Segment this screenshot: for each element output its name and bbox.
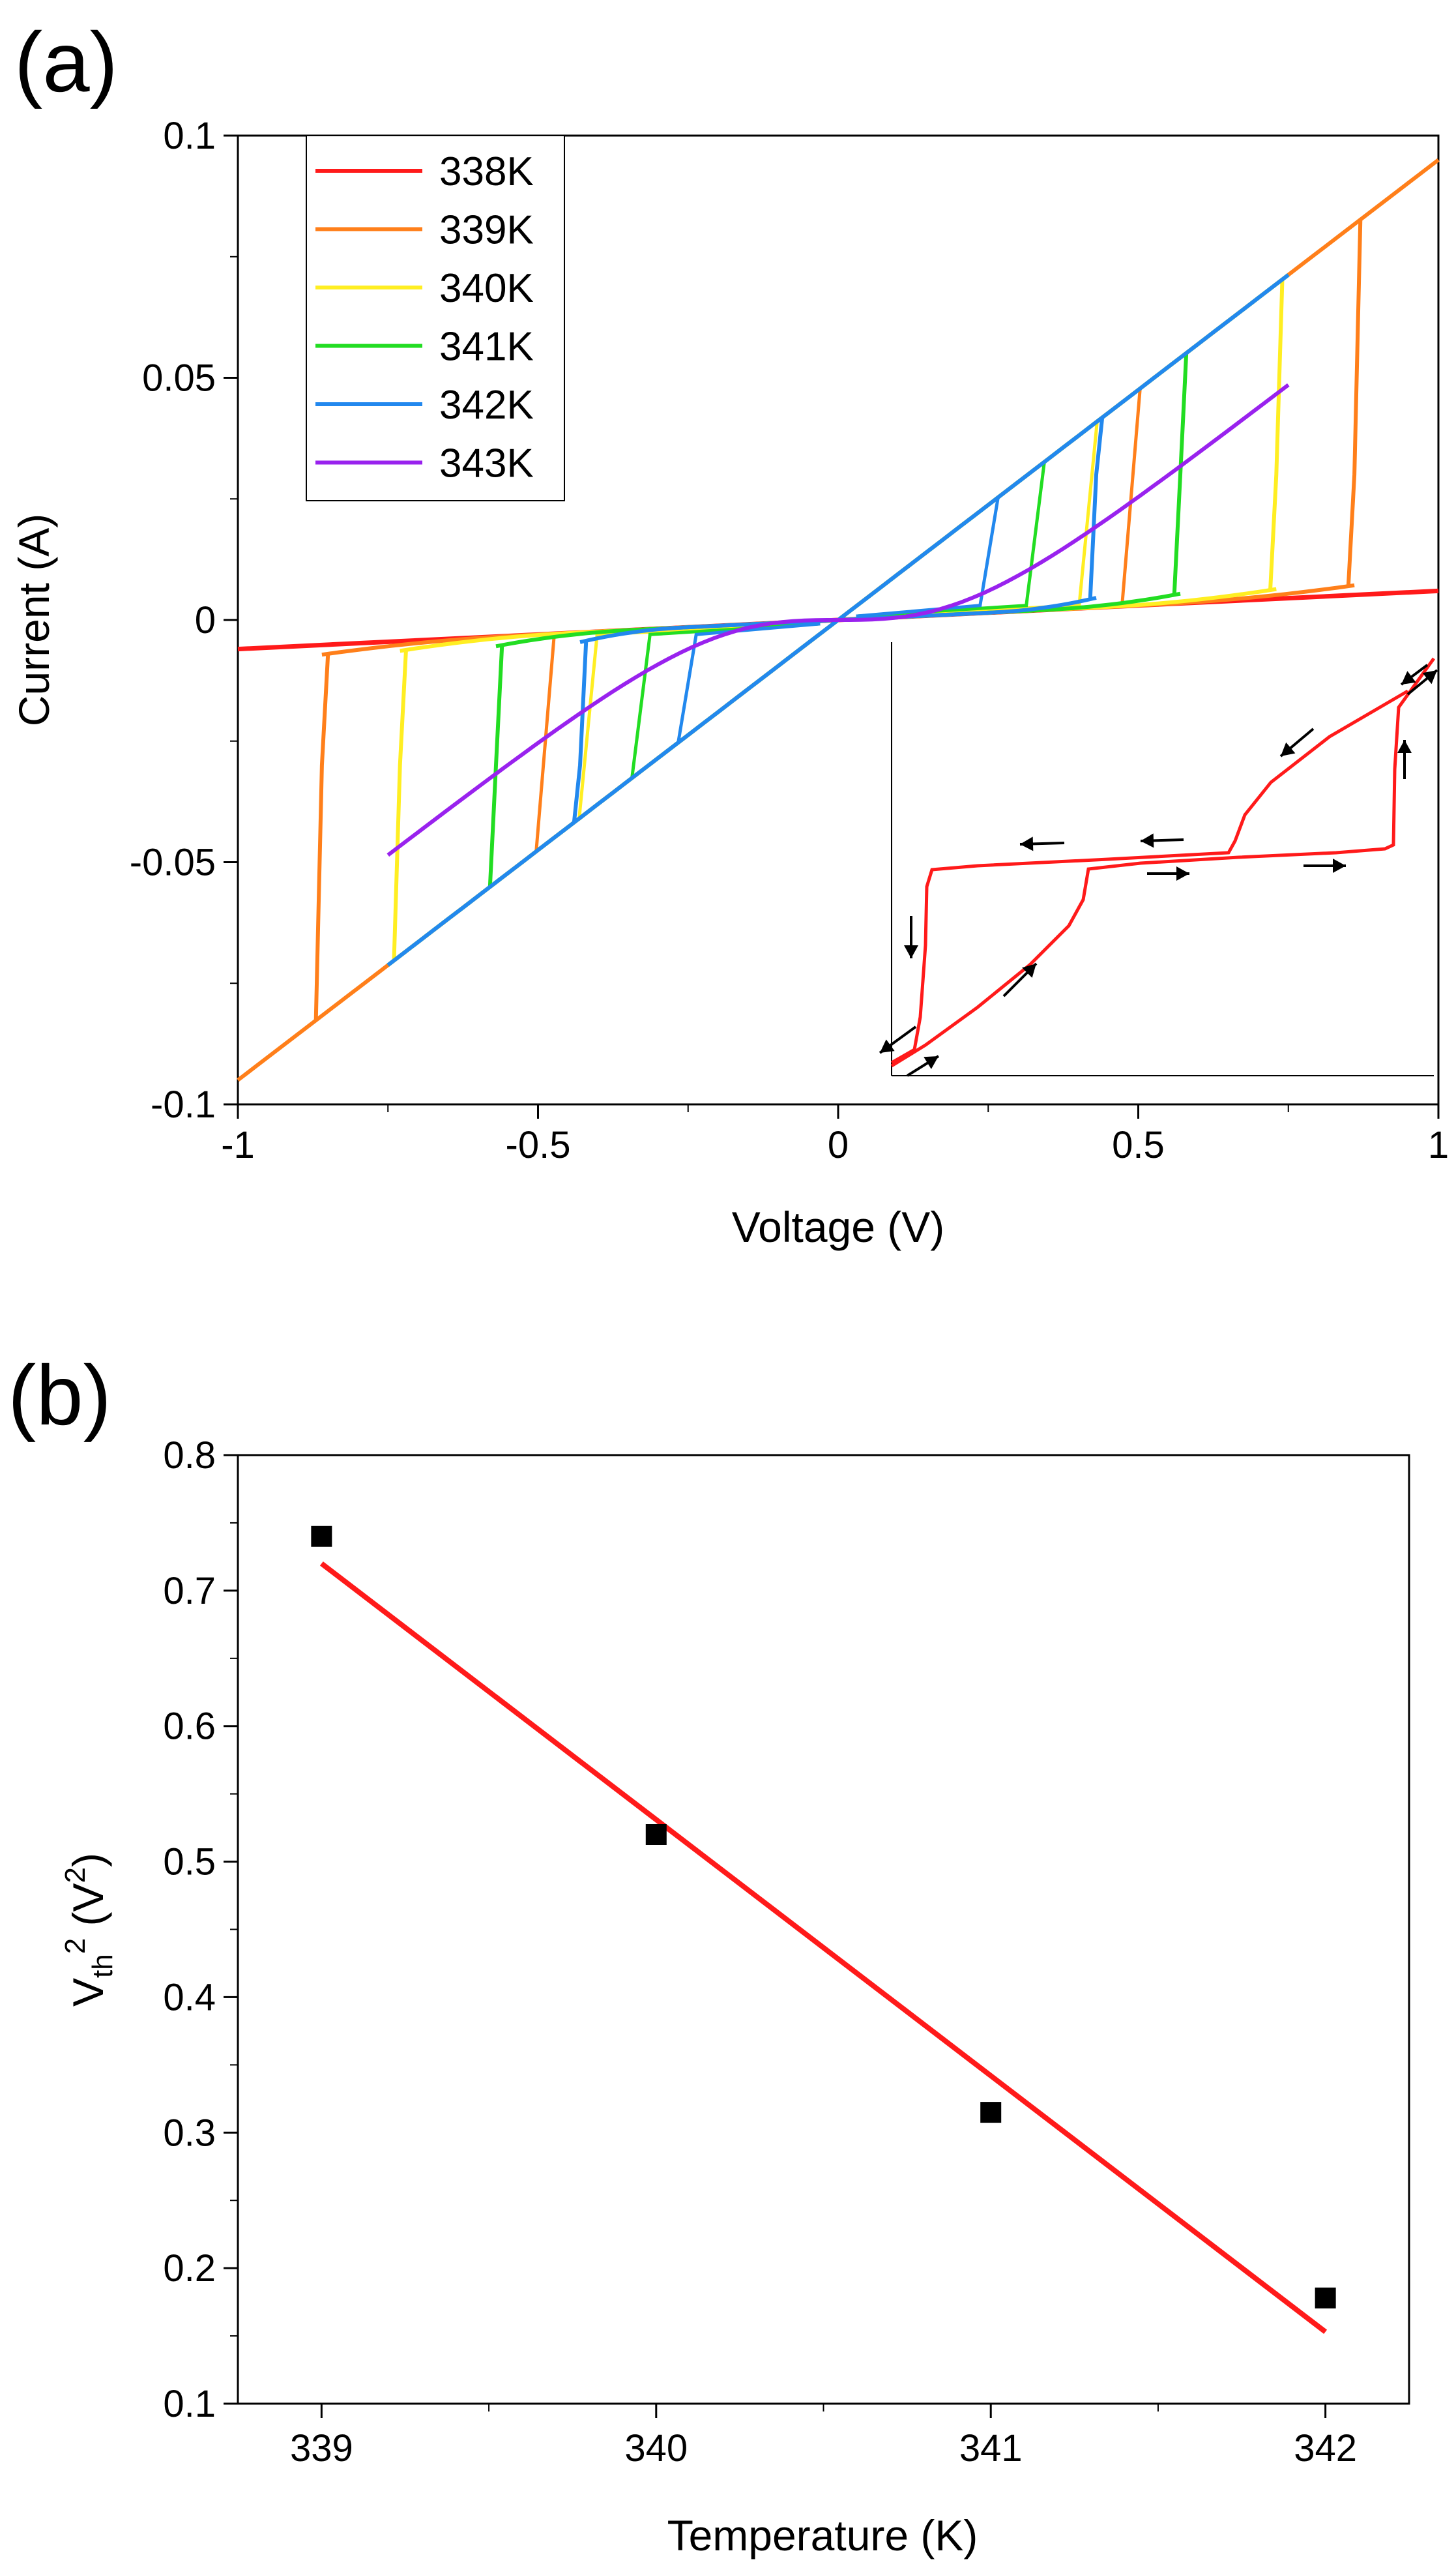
return-neg-342K [677,622,821,743]
inset-arrow-head [1022,964,1036,978]
inset-arrow-head [1333,859,1346,873]
panel-a: (a) -1 -0.5 0 0.5 1 -0.1 -0.05 0 0.05 0.1 338K 339… [10,14,1449,1251]
data-point [1315,2287,1336,2308]
data-point [980,2102,1002,2123]
inset-arrow-head [924,1056,939,1069]
inset [879,642,1438,1077]
fit-line [319,1561,1328,2335]
x-tick-label-a: 0.5 [1112,1124,1165,1166]
switch-down-340K [392,651,408,961]
series-343K [386,383,1290,857]
inset-arrow-head [1020,836,1034,851]
y-tick-label-b: 0.4 [163,1976,216,2018]
x-tick-label-b: 341 [959,2427,1023,2470]
curve-343K [386,383,1290,857]
x-tick-label-b: 339 [290,2427,353,2470]
inset-arrow-head [904,945,918,958]
y-tick-label-b: 0.6 [163,1705,216,1748]
inset-arrow-head [1141,833,1154,848]
legend-label: 342K [439,383,534,428]
y-tick-label-b: 0.8 [163,1434,216,1477]
legend-label: 341K [439,325,534,370]
switch-up-342K [1088,417,1105,598]
switch-down-341K [488,646,504,887]
inset-arrow-head [1397,740,1412,753]
panel-a-label: (a) [14,14,118,110]
plot-b-ticks: 339 340 341 342 0.1 0.2 0.3 0.4 0.5 0.6 0.7 0.8 [163,1434,1357,2470]
y-label-v: V [64,1978,112,2007]
legend-box [306,135,565,501]
y-label-unit-sup: 2 [59,1867,91,1883]
y-tick-label-a: 0.05 [142,357,216,400]
inset-arrow-head [1281,742,1296,756]
switch-up-341K [1172,353,1189,594]
legend-label: 339K [439,208,534,253]
y-tick-label-a: 0 [195,599,216,642]
y-tick-label-a: 0.1 [163,115,216,157]
switch-up-339K [1346,219,1363,585]
plot-a-ticks: -1 -0.5 0 0.5 1 -0.1 -0.05 0 0.05 0.1 [130,115,1449,1166]
legend-label: 338K [439,149,534,194]
legend: 338K 339K 340K 341K 342K 343K [306,135,565,501]
y-label-sub: th [87,1954,119,1978]
inset-arrow-head [1176,866,1189,881]
y-axis-label-a: Current (A) [10,514,58,726]
y-tick-label-a: -0.1 [151,1084,216,1126]
y-axis-label-b: Vth2 (V2) [59,1853,119,2007]
x-tick-label-b: 342 [1294,2427,1357,2470]
switch-down-342K [572,642,589,823]
legend-label: 340K [439,266,534,311]
panel-b: (b) 339 340 341 342 0.1 0.2 0.3 0.4 0.5 0.6 0.7 0.8… [8,1348,1410,2559]
inset-arrow-head [880,1039,895,1053]
inset-loop-backward [890,689,1409,1065]
data-point [645,1824,667,1845]
x-axis-label-b: Temperature (K) [667,2511,978,2559]
plot-a-curves [237,158,1440,1082]
x-tick-label-a: -0.5 [506,1124,571,1166]
y-tick-label-b: 0.7 [163,1570,216,1612]
return-pos-342K [856,497,1000,618]
y-label-unit-close: ) [64,1853,112,1867]
y-label-sup: 2 [59,1938,91,1954]
y-tick-label-b: 0.2 [163,2247,216,2290]
x-axis-label-a: Voltage (V) [732,1203,945,1251]
inset-arrow-head [1422,670,1437,685]
inset-arrow-head [1401,671,1416,685]
x-tick-label-a: -1 [221,1124,255,1166]
y-tick-label-a: -0.05 [130,842,216,884]
x-tick-label-a: 1 [1428,1124,1449,1166]
switch-up-340K [1268,279,1285,589]
data-point [311,1526,332,1547]
x-tick-label-b: 340 [624,2427,688,2470]
y-tick-label-b: 0.3 [163,2112,216,2154]
y-label-unit-open: (V [64,1883,112,1938]
inset-loop-forward [890,657,1436,1068]
panel-b-label: (b) [8,1348,111,1443]
switch-down-339K [313,655,330,1021]
y-tick-label-b: 0.1 [163,2383,216,2425]
legend-label: 343K [439,441,534,486]
plot-b-marks [311,1526,1336,2335]
x-tick-label-a: 0 [828,1124,849,1166]
y-tick-label-b: 0.5 [163,1841,216,1883]
